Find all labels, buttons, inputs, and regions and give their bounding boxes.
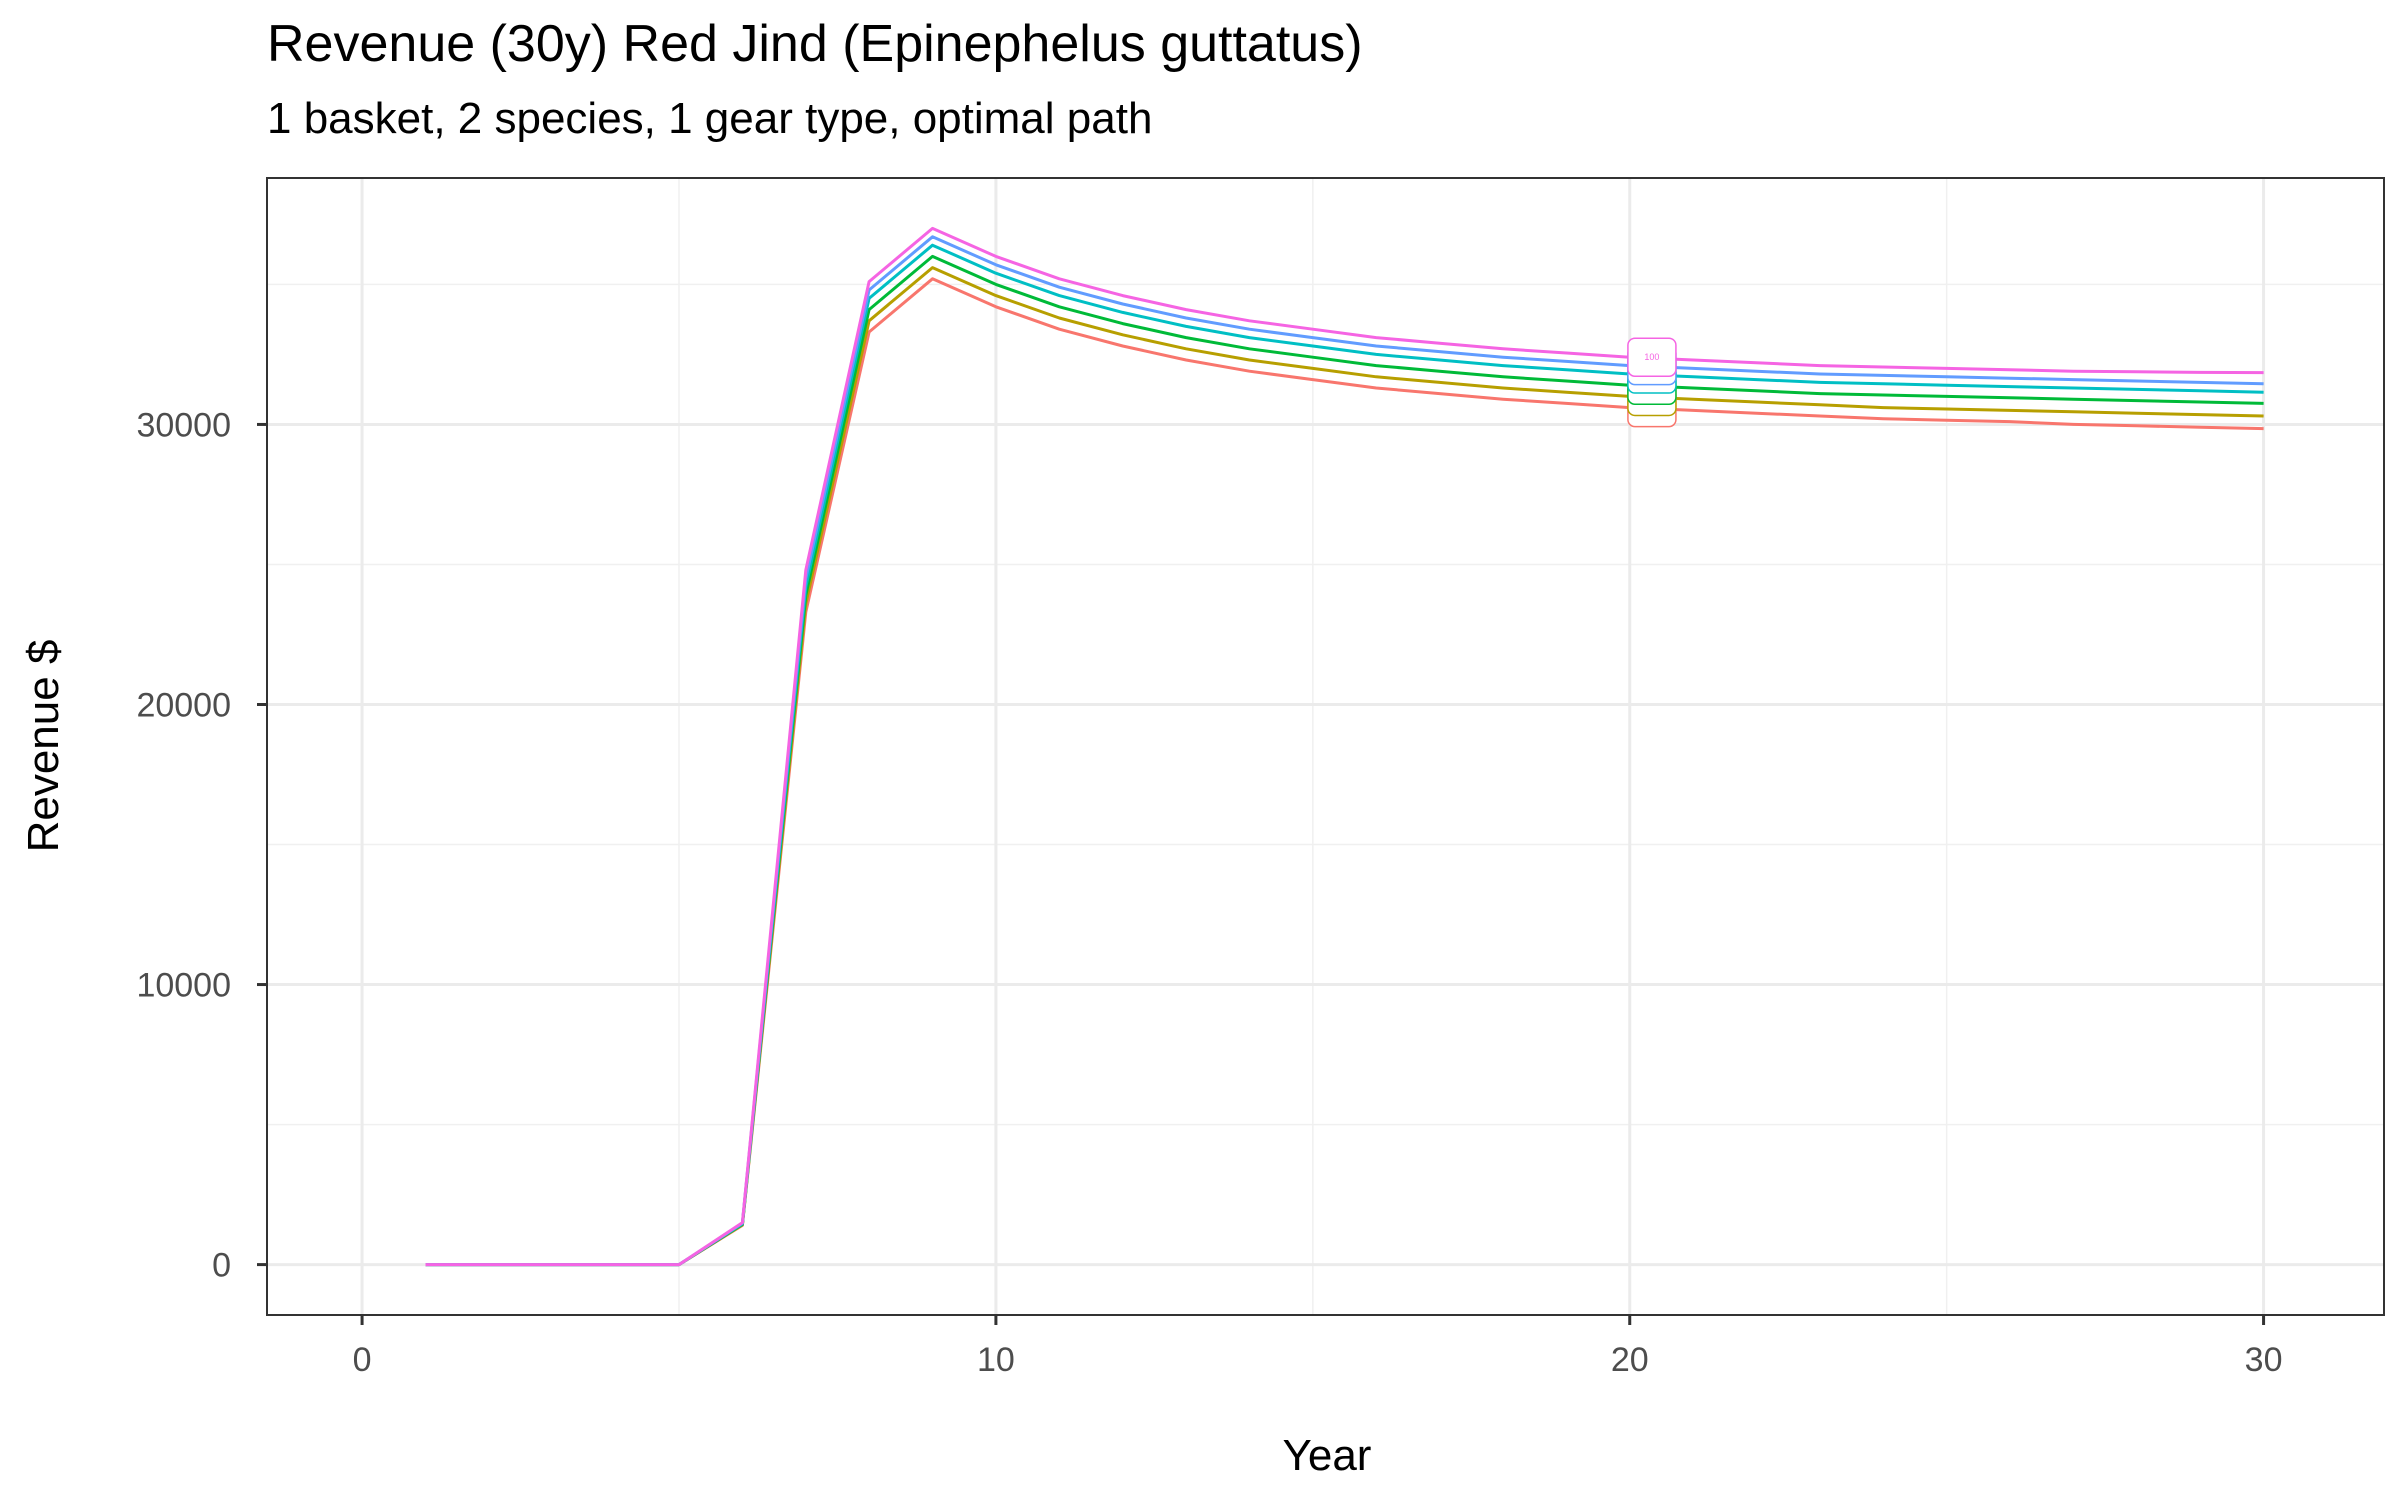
y-tick-label: 10000 (136, 967, 231, 1005)
y-tick-label: 0 (212, 1247, 231, 1285)
x-tick-label: 10 (977, 1341, 1015, 1379)
x-tick-label: 20 (1611, 1341, 1649, 1379)
series-line-6 (425, 226, 2264, 1267)
y-axis-title: Revenue $ (19, 640, 68, 853)
grid (267, 178, 2384, 1315)
series-line-2 (425, 266, 2264, 1267)
x-axis-title: Year (1283, 1431, 1372, 1480)
series-line-5 (425, 235, 2264, 1267)
y-tick-label: 30000 (136, 406, 231, 444)
chart-subtitle: 1 basket, 2 species, 1 gear type, optima… (267, 94, 1153, 143)
series-line-1 (425, 277, 2264, 1267)
chart-title: Revenue (30y) Red Jind (Epinephelus gutt… (267, 15, 1363, 73)
series-line-3 (425, 254, 2264, 1267)
series-end-label-text: 100 (1644, 352, 1659, 362)
plot-panel-border (266, 177, 2385, 1316)
x-tick-label: 30 (2245, 1341, 2283, 1379)
series-end-labels: 100 (1627, 337, 1677, 428)
y-tick-label: 20000 (136, 686, 231, 724)
x-tick-label: 0 (353, 1341, 372, 1379)
series-lines (425, 226, 2264, 1267)
series-end-label-box (1627, 337, 1677, 377)
axes: 0 10 20 30 0 10000 20000 30000 (136, 406, 2282, 1379)
